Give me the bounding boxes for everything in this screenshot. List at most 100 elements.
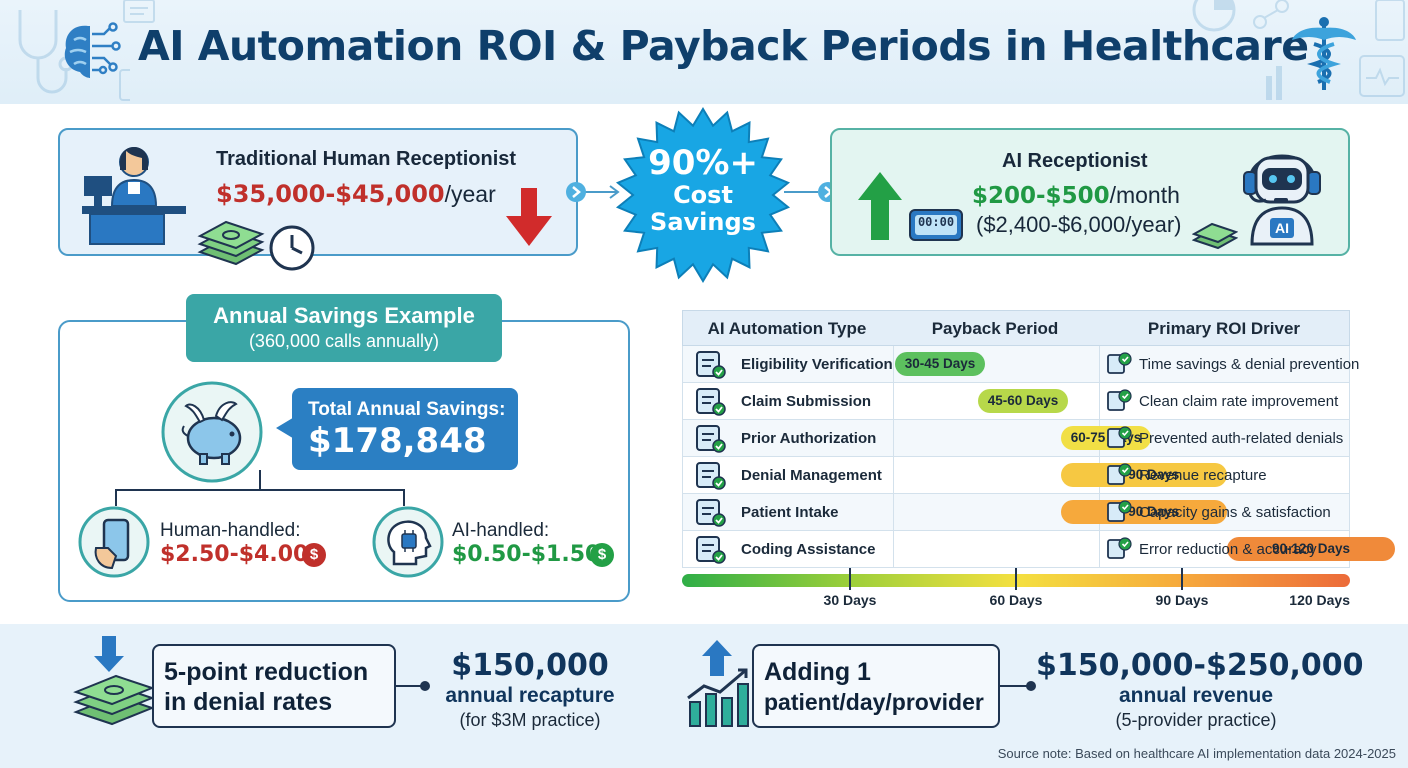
payback-period-pill: 45-60 Days bbox=[978, 389, 1068, 413]
shield-icon bbox=[1107, 426, 1132, 448]
document-check-icon bbox=[1107, 389, 1132, 411]
axis-tick-label: 60 Days bbox=[989, 592, 1043, 608]
digital-clock-display: 00:00 bbox=[917, 215, 955, 229]
coding-icon bbox=[696, 536, 726, 564]
connector-dot bbox=[396, 681, 430, 691]
source-note: Source note: Based on healthcare AI impl… bbox=[997, 746, 1396, 761]
axis-tick bbox=[1015, 568, 1017, 590]
table-row: Patient Intake 60-90 Days Capacity gains &… bbox=[682, 494, 1350, 531]
table-body: Eligibility Verification 30-45 Days Time s… bbox=[682, 346, 1395, 568]
revenue-note: (5-provider practice) bbox=[1115, 710, 1277, 730]
row-type-label: Prior Authorization bbox=[741, 430, 877, 447]
axis-tick-label: 30 Days bbox=[823, 592, 877, 608]
lock-icon bbox=[696, 425, 726, 453]
table-header-row bbox=[682, 310, 1350, 346]
ai-handled-label: AI-handled: bbox=[452, 520, 550, 541]
header-band bbox=[0, 0, 1408, 104]
row-driver-label: Prevented auth-related denials bbox=[1139, 430, 1344, 447]
column-divider bbox=[893, 346, 894, 383]
recapture-value: $150,000 bbox=[451, 648, 609, 683]
table-row: Coding Assistance 90-120 Days Error reduct… bbox=[682, 531, 1395, 568]
axis-tick bbox=[1181, 568, 1183, 590]
human-cost-value: $35,000-$45,000 bbox=[216, 180, 445, 208]
row-driver-label: Revenue recapture bbox=[1139, 467, 1267, 484]
recapture-note: (for $3M practice) bbox=[459, 710, 601, 730]
human-card-title: Traditional Human Receptionist bbox=[216, 148, 517, 170]
payback-period-pill: 60-90 Days bbox=[1061, 463, 1227, 487]
badge-text: 90%+ Cost Savings bbox=[614, 144, 792, 236]
robot-icon bbox=[1243, 154, 1321, 246]
axis-tick bbox=[849, 568, 851, 590]
cash-stack-icon bbox=[197, 220, 265, 266]
claim-icon bbox=[696, 388, 726, 416]
human-handled-value: $2.50-$4.00 bbox=[160, 542, 309, 567]
intake-icon bbox=[696, 499, 726, 527]
denial-reduction-box bbox=[152, 644, 396, 728]
ai-cost: $200-$500/month bbox=[972, 182, 1180, 209]
row-driver-label: Error reduction & accuracy bbox=[1139, 541, 1317, 558]
connector-dot-right bbox=[1000, 681, 1036, 691]
adding-patient-line1: Adding 1 bbox=[764, 658, 871, 686]
page-title: AI Automation ROI & Payback Periods in H… bbox=[138, 22, 1309, 70]
receptionist-icon bbox=[82, 147, 186, 245]
total-savings-value: $178,848 bbox=[308, 421, 487, 461]
eligibility-icon bbox=[696, 351, 726, 379]
annual-savings-banner: Annual Savings Example (360,000 calls an… bbox=[186, 294, 502, 362]
row-type-label: Patient Intake bbox=[741, 504, 839, 521]
column-divider bbox=[893, 383, 894, 420]
total-savings-label: Total Annual Savings: bbox=[308, 399, 506, 420]
ai-card-title: AI Receptionist bbox=[1002, 150, 1148, 172]
medical-chart-icon bbox=[1192, 0, 1405, 100]
recapture-label: annual recapture bbox=[445, 684, 615, 707]
ai-cost-unit: /month bbox=[1109, 182, 1180, 208]
adding-patient-box bbox=[752, 644, 1000, 728]
payback-timeline-axis: 30 Days 60 Days 90 Days 120 Days bbox=[682, 568, 1350, 612]
ai-annual-cost: ($2,400-$6,000/year) bbox=[976, 212, 1182, 237]
savings-connector-lines bbox=[115, 470, 405, 506]
cost-savings-badge bbox=[615, 107, 791, 283]
table-row: Eligibility Verification 30-45 Days Time s… bbox=[682, 346, 1359, 383]
row-type-label: Claim Submission bbox=[741, 393, 872, 410]
table-row: Claim Submission 45-60 Days Clean claim ra… bbox=[682, 383, 1350, 420]
payback-period-pill: 60-90 Days bbox=[1061, 500, 1227, 524]
badge-line2: Cost bbox=[673, 181, 733, 209]
denial-reduction-line1: 5-point reduction bbox=[164, 658, 369, 686]
payback-period-pill: 30-45 Days bbox=[895, 352, 985, 376]
hand-coin-icon bbox=[1107, 463, 1132, 485]
dollar-coin-icon: $ bbox=[302, 543, 326, 567]
row-type-label: Coding Assistance bbox=[741, 541, 876, 558]
denial-reduction-line2: in denial rates bbox=[164, 688, 333, 716]
clipboard-icon bbox=[123, 0, 155, 23]
column-divider bbox=[893, 420, 894, 457]
total-savings-box: Total Annual Savings: $178,848 bbox=[292, 388, 518, 470]
column-divider bbox=[1099, 346, 1100, 383]
human-cost-unit: /year bbox=[444, 181, 496, 207]
human-cost: $35,000-$45,000/year bbox=[216, 180, 496, 208]
clock-icon bbox=[269, 225, 315, 271]
connector-left bbox=[566, 182, 620, 202]
brain-circuit-icon bbox=[64, 22, 121, 78]
piggy-bank-icon bbox=[161, 381, 263, 483]
annual-savings-title: Annual Savings Example bbox=[213, 303, 475, 328]
badge-line3: Savings bbox=[650, 208, 756, 236]
adding-patient-line2: patient/day/provider bbox=[764, 689, 984, 715]
badge-percent: 90%+ bbox=[648, 143, 758, 183]
column-divider bbox=[893, 457, 894, 494]
axis-tick-label: 90 Days bbox=[1155, 592, 1209, 608]
digital-clock-icon bbox=[909, 209, 963, 241]
chart-growth-icon bbox=[687, 640, 749, 727]
denial-check-icon bbox=[696, 462, 726, 490]
down-arrow-icon bbox=[506, 188, 552, 246]
ai-head-icon bbox=[372, 506, 444, 578]
revenue-label: annual revenue bbox=[1118, 684, 1274, 707]
table-header-type: AI Automation Type bbox=[707, 319, 867, 338]
column-divider bbox=[893, 531, 894, 568]
revenue-value: $150,000-$250,000 bbox=[1036, 648, 1364, 683]
human-handled-label: Human-handled: bbox=[160, 520, 301, 541]
table-header-driver: Primary ROI Driver bbox=[1147, 319, 1301, 338]
up-arrow-icon bbox=[858, 172, 902, 240]
dollar-coin-icon-green: $ bbox=[590, 543, 614, 567]
hand-check-icon bbox=[1107, 352, 1132, 374]
ai-cost-value: $200-$500 bbox=[972, 183, 1110, 209]
row-type-label: Eligibility Verification bbox=[741, 356, 893, 373]
